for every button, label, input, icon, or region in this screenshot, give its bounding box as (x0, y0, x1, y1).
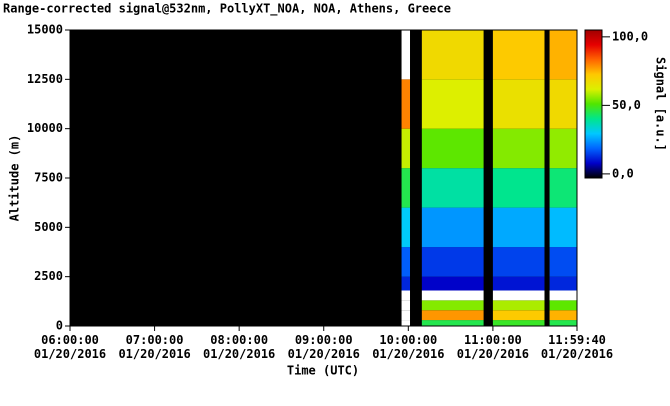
heatmap-cell (492, 310, 545, 321)
heatmap-cell (492, 128, 545, 169)
heatmap-cell (421, 79, 484, 129)
heatmap-cell (401, 247, 411, 277)
plot-background (70, 30, 577, 326)
colorbar-tick-label: 50,0 (612, 98, 641, 112)
x-tick-label: 11:59:40 01/20/2016 (541, 333, 613, 361)
heatmap-cell (421, 300, 484, 311)
y-axis-label: Altitude (m) (8, 135, 22, 222)
x-tick-label: 06:00:00 01/20/2016 (34, 333, 106, 361)
heatmap-cell (401, 290, 411, 301)
heatmap-cell (492, 207, 545, 248)
y-tick-label: 2500 (34, 269, 63, 283)
heatmap-cell (401, 30, 411, 80)
heatmap-cell (421, 30, 484, 80)
heatmap-cell (401, 276, 411, 291)
chart-title: Range-corrected signal@532nm, PollyXT_NO… (3, 2, 451, 17)
x-tick-label: 10:00:00 01/20/2016 (372, 333, 444, 361)
heatmap-cell (549, 276, 577, 291)
x-tick-label: 07:00:00 01/20/2016 (118, 333, 190, 361)
heatmap-cell (421, 320, 484, 326)
colorbar-tick-label: 0,0 (612, 166, 634, 180)
heatmap-cell (421, 290, 484, 301)
y-tick-label: 15000 (27, 23, 63, 37)
y-tick-label: 5000 (34, 220, 63, 234)
x-tick-label: 08:00:00 01/20/2016 (203, 333, 275, 361)
heatmap-cell (401, 168, 411, 208)
y-tick-label: 12500 (27, 72, 63, 86)
heatmap-cell (549, 168, 577, 208)
heatmap-cell (549, 247, 577, 277)
heatmap-cell (492, 247, 545, 277)
heatmap-cell (492, 320, 545, 326)
heatmap-cell (421, 168, 484, 208)
colorbar-label: Signal [a.u.] (654, 57, 668, 151)
colorbar-tick-label: 100,0 (612, 29, 648, 43)
heatmap-cell (549, 320, 577, 326)
heatmap-cell (421, 276, 484, 291)
x-tick-label: 11:00:00 01/20/2016 (457, 333, 529, 361)
x-axis-label: Time (UTC) (287, 364, 359, 378)
heatmap-cell (421, 207, 484, 248)
heatmap-cell (492, 168, 545, 208)
x-tick-label: 09:00:00 01/20/2016 (288, 333, 360, 361)
heatmap-cell (492, 30, 545, 80)
heatmap-cell (401, 310, 411, 321)
heatmap-cell (549, 79, 577, 129)
heatmap-cell (492, 290, 545, 301)
heatmap-cell (401, 320, 411, 326)
heatmap-cell (421, 310, 484, 321)
colorbar (584, 29, 603, 179)
heatmap-cell (401, 79, 411, 129)
heatmap-cell (421, 247, 484, 277)
heatmap-cell (549, 207, 577, 248)
heatmap-cell (492, 79, 545, 129)
y-tick-label: 7500 (34, 171, 63, 185)
heatmap-cell (401, 128, 411, 169)
heatmap-cell (421, 128, 484, 169)
heatmap-cell (549, 290, 577, 301)
heatmap-cell (492, 300, 545, 311)
heatmap-cell (492, 276, 545, 291)
y-tick-label: 0 (56, 319, 63, 333)
heatmap-cell (549, 300, 577, 311)
heatmap-cell (401, 300, 411, 311)
y-tick-label: 10000 (27, 121, 63, 135)
heatmap-cell (401, 207, 411, 248)
heatmap-cell (549, 128, 577, 169)
heatmap-cell (549, 30, 577, 80)
heatmap-cell (549, 310, 577, 321)
